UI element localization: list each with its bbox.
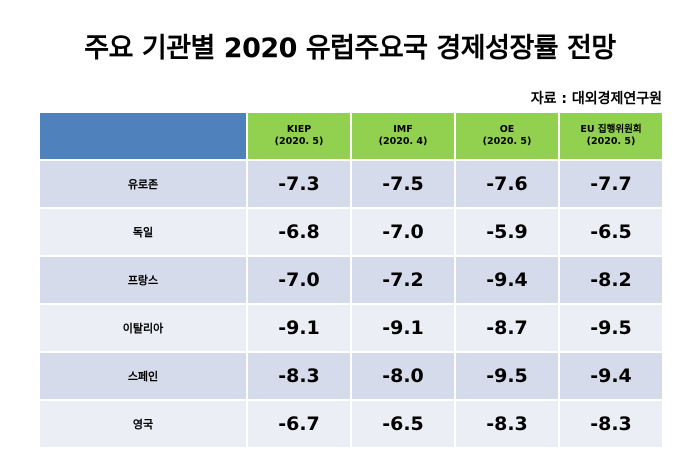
header-name: IMF bbox=[393, 124, 413, 135]
value-cell: -9.1 bbox=[246, 303, 351, 352]
value-cell: -9.5 bbox=[454, 351, 559, 400]
row-label: 프랑스 bbox=[40, 255, 247, 304]
value-cell: -7.5 bbox=[350, 159, 455, 208]
value-cell: -6.7 bbox=[246, 399, 351, 447]
header-date: (2020. 4) bbox=[378, 136, 428, 147]
row-label: 영국 bbox=[40, 399, 247, 447]
header-name: OE bbox=[499, 124, 515, 135]
source-note: 자료 : 대외경제연구원 bbox=[530, 91, 662, 107]
header-name: EU 집행위원회 bbox=[580, 124, 642, 135]
table-row: 독일 -6.8 -7.0 -5.9 -6.5 bbox=[40, 207, 662, 256]
header-cell-oe: OE (2020. 5) bbox=[454, 113, 559, 160]
value-cell: -9.4 bbox=[454, 255, 559, 304]
value-cell: -7.7 bbox=[558, 159, 662, 208]
header-cell-imf: IMF (2020. 4) bbox=[350, 113, 455, 160]
row-label: 유로존 bbox=[40, 159, 247, 208]
value-cell: -8.3 bbox=[558, 399, 662, 447]
value-cell: -6.8 bbox=[246, 207, 351, 256]
value-cell: -7.6 bbox=[454, 159, 559, 208]
table-row: 스페인 -8.3 -8.0 -9.5 -9.4 bbox=[40, 351, 662, 400]
page-title: 주요 기관별 2020 유럽주요국 경제성장률 전망 bbox=[84, 33, 616, 64]
header-date: (2020. 5) bbox=[274, 136, 324, 147]
value-cell: -7.3 bbox=[246, 159, 351, 208]
table-row: 영국 -6.7 -6.5 -8.3 -8.3 bbox=[40, 399, 662, 447]
header-cell-eu: EU 집행위원회 (2020. 5) bbox=[558, 113, 662, 160]
header-cell-kiep: KIEP (2020. 5) bbox=[246, 113, 351, 160]
table-row: 유로존 -7.3 -7.5 -7.6 -7.7 bbox=[40, 159, 662, 208]
table-header-row: KIEP (2020. 5) IMF (2020. 4) OE (2020. 5… bbox=[40, 113, 662, 160]
table-row: 이탈리아 -9.1 -9.1 -8.7 -9.5 bbox=[40, 303, 662, 352]
value-cell: -6.5 bbox=[350, 399, 455, 447]
value-cell: -7.0 bbox=[350, 207, 455, 256]
value-cell: -8.0 bbox=[350, 351, 455, 400]
value-cell: -8.7 bbox=[454, 303, 559, 352]
header-date: (2020. 5) bbox=[586, 136, 636, 147]
header-name: KIEP bbox=[286, 124, 312, 135]
row-label: 이탈리아 bbox=[40, 303, 247, 352]
value-cell: -6.5 bbox=[558, 207, 662, 256]
table-row: 프랑스 -7.0 -7.2 -9.4 -8.2 bbox=[40, 255, 662, 304]
row-label: 스페인 bbox=[40, 351, 247, 400]
value-cell: -8.3 bbox=[454, 399, 559, 447]
value-cell: -5.9 bbox=[454, 207, 559, 256]
value-cell: -8.3 bbox=[246, 351, 351, 400]
value-cell: -7.0 bbox=[246, 255, 351, 304]
value-cell: -8.2 bbox=[558, 255, 662, 304]
forecast-table: KIEP (2020. 5) IMF (2020. 4) OE (2020. 5… bbox=[40, 113, 662, 447]
value-cell: -9.4 bbox=[558, 351, 662, 400]
value-cell: -7.2 bbox=[350, 255, 455, 304]
row-label: 독일 bbox=[40, 207, 247, 256]
value-cell: -9.5 bbox=[558, 303, 662, 352]
value-cell: -9.1 bbox=[350, 303, 455, 352]
header-corner-cell bbox=[40, 113, 247, 160]
header-date: (2020. 5) bbox=[482, 136, 532, 147]
